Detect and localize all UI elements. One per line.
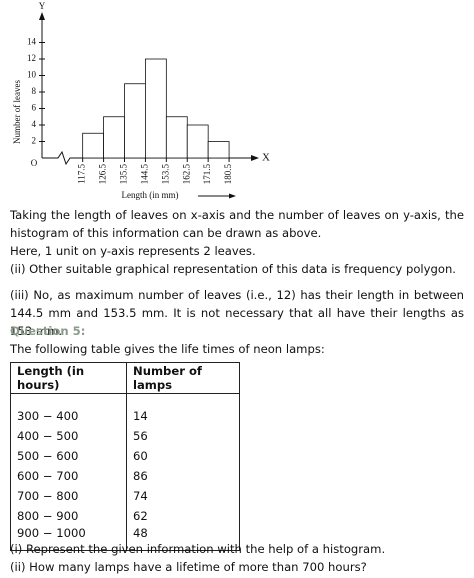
x-label: Length (in mm) xyxy=(122,190,179,200)
paragraph: (i) Represent the given information with… xyxy=(10,542,386,556)
table-cell: 74 xyxy=(126,486,240,506)
y-tick-label: 6 xyxy=(32,103,37,113)
y-tick-label: 10 xyxy=(27,70,37,80)
x-tick-label: 126.5 xyxy=(98,164,108,185)
question-heading: Question 5: xyxy=(10,324,86,338)
header-cell: Length (in hours) xyxy=(10,362,127,394)
x-tick-label: 117.5 xyxy=(77,164,87,184)
y-label: Number of leaves xyxy=(12,80,22,144)
y-tick-label: 14 xyxy=(27,37,37,47)
table-row: 700 − 800 74 xyxy=(10,486,240,506)
y-axis-name: Y xyxy=(39,1,46,11)
paragraph: The following table gives the life times… xyxy=(10,342,325,356)
table-row: 400 − 500 56 xyxy=(10,426,240,446)
x-tick-label: 162.5 xyxy=(181,164,191,185)
label-arrow-head xyxy=(229,193,236,199)
histogram: Y X O Length (in mm) Number of leaves 2 4… xyxy=(12,1,270,200)
y-tick-label: 12 xyxy=(27,53,36,63)
table-row: 800 − 900 62 xyxy=(10,506,240,526)
x-tick-label: 153.5 xyxy=(160,164,170,185)
table-row: 300 − 400 14 xyxy=(10,406,240,426)
table-cell: 600 − 700 xyxy=(10,466,127,486)
y-tick-label: 8 xyxy=(32,86,37,96)
table-cell: 500 − 600 xyxy=(10,446,127,466)
bar xyxy=(124,83,146,159)
x-tick-label: 144.5 xyxy=(139,164,149,185)
table-cell: 300 − 400 xyxy=(10,406,127,426)
origin-label: O xyxy=(31,158,38,168)
x-tick-label: 171.5 xyxy=(202,164,212,185)
x-arrow xyxy=(251,155,259,161)
bar xyxy=(145,58,167,159)
bar xyxy=(207,141,230,159)
table-cell: 14 xyxy=(126,406,240,426)
table-cell: 62 xyxy=(126,506,240,526)
table-cell: 86 xyxy=(126,466,240,486)
paragraph: Here, 1 unit on y-axis represents 2 leav… xyxy=(10,244,256,258)
table-cell: 400 − 500 xyxy=(10,426,127,446)
data-table: Length (in hours) Number of lamps 300 − … xyxy=(10,362,240,551)
table-row: 900 − 1000 48 xyxy=(10,526,240,551)
table-cell: 60 xyxy=(126,446,240,466)
x-tick-label: 180.5 xyxy=(223,164,233,185)
bar xyxy=(186,124,209,159)
table-row: 500 − 600 60 xyxy=(10,446,240,466)
paragraph: (iii) No, as maximum number of leaves (i… xyxy=(10,288,464,338)
paragraph: (ii) How many lamps have a lifetime of m… xyxy=(10,560,367,574)
table-cell: 700 − 800 xyxy=(10,486,127,506)
paragraph: (ii) Other suitable graphical representa… xyxy=(10,262,456,276)
paragraph: Taking the length of leaves on x-axis an… xyxy=(10,208,464,240)
y-arrow xyxy=(39,12,45,20)
table-row: 600 − 700 86 xyxy=(10,466,240,486)
y-tick-label: 4 xyxy=(32,119,37,129)
x-tick-label: 135.5 xyxy=(119,164,129,185)
table-cell: 48 xyxy=(126,526,240,551)
table-cell: 56 xyxy=(126,426,240,446)
y-tick-label: 2 xyxy=(32,136,37,146)
table-cell: 900 − 1000 xyxy=(10,526,127,551)
bar xyxy=(82,132,104,159)
bar xyxy=(103,116,125,159)
x-axis-name: X xyxy=(262,152,270,164)
header-cell: Number of lamps xyxy=(126,362,240,394)
bar xyxy=(165,116,188,159)
table-cell: 800 − 900 xyxy=(10,506,127,526)
